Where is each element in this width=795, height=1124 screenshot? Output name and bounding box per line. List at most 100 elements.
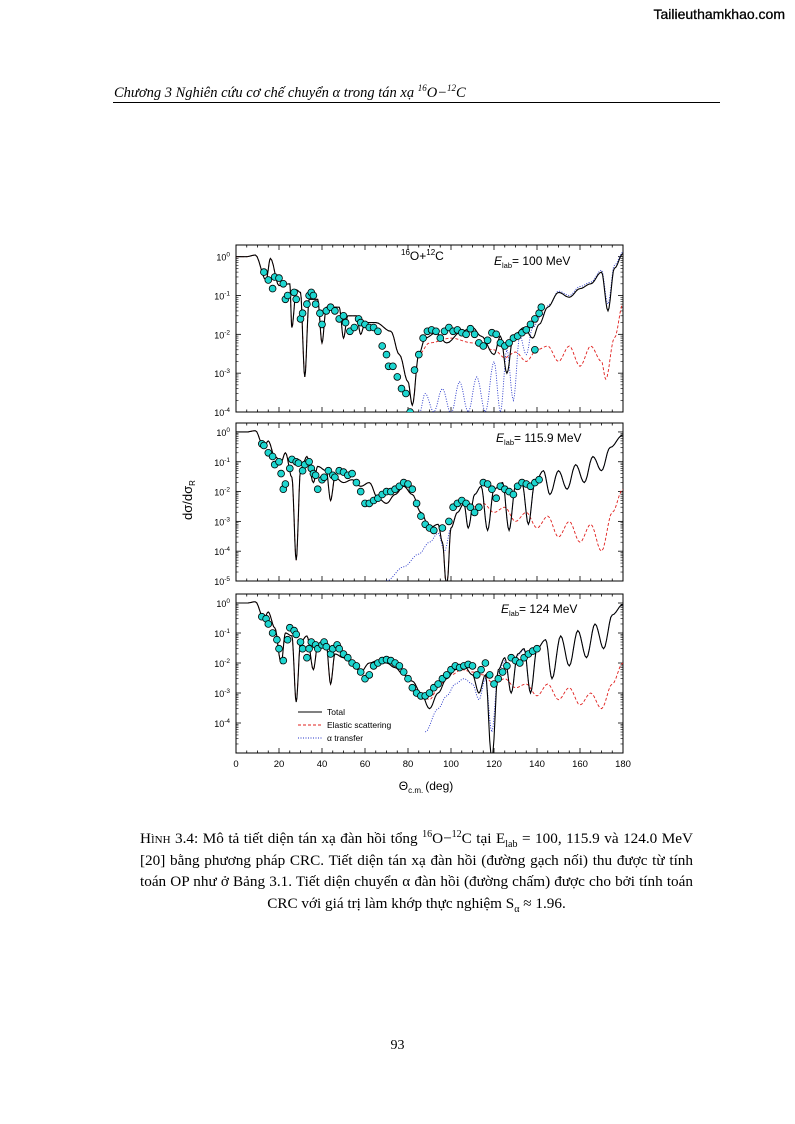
data-point — [498, 668, 507, 676]
y-tick-label: 10-1 — [214, 457, 230, 468]
y-tick-label: 10-1 — [214, 290, 230, 301]
data-point — [303, 653, 311, 662]
data-point — [395, 662, 404, 670]
caption-sub-lab: lab — [505, 839, 518, 851]
x-axis-sub: c.m. — [408, 786, 423, 795]
x-tick-label: 60 — [360, 759, 371, 770]
data-point — [275, 457, 283, 466]
x-tick-label: 140 — [529, 759, 545, 770]
data-point — [492, 494, 501, 503]
data-point — [417, 512, 425, 520]
data-point — [348, 469, 356, 478]
data-point — [389, 362, 397, 371]
data-point — [296, 638, 305, 646]
reaction-label: 16O+12C — [401, 248, 444, 263]
data-point — [483, 336, 492, 345]
data-point — [419, 334, 427, 342]
total-curve — [236, 601, 623, 753]
data-point — [402, 389, 410, 398]
data-point — [273, 635, 281, 644]
data-point — [275, 644, 283, 653]
data-point — [356, 487, 365, 496]
data-point — [275, 274, 283, 282]
data-point — [477, 665, 485, 674]
data-point — [260, 268, 268, 276]
data-point — [324, 466, 333, 475]
data-point — [531, 345, 539, 354]
y-tick-label: 10-3 — [214, 688, 230, 699]
y-tick-label: 10-4 — [214, 546, 230, 557]
running-head-text: Chương 3 Nghiên cứu cơ chế chuyển α tron… — [114, 84, 418, 101]
figure-caption: Hình 3.4: Mô tả tiết diện tán xạ đàn hồi… — [140, 828, 693, 914]
data-point — [412, 499, 421, 508]
data-point — [393, 373, 402, 381]
data-point — [492, 330, 501, 339]
data-point — [505, 339, 513, 347]
data-point — [356, 668, 365, 676]
data-point — [309, 291, 318, 300]
data-point — [535, 475, 543, 484]
data-point — [429, 526, 438, 535]
caption-sub-alpha: α — [514, 903, 520, 915]
x-tick-label: 120 — [486, 759, 502, 770]
caption-label: Hình 3.4: — [140, 830, 199, 847]
data-point — [298, 644, 307, 653]
data-point — [305, 644, 313, 653]
y-tick-label: 10-2 — [214, 487, 230, 498]
data-point — [490, 680, 498, 688]
watermark: Tailieuthamkhao.com — [653, 6, 785, 22]
caption-text-4: = 100, 115.9 và 124.0 MeV [20] bằng phươ… — [140, 830, 693, 912]
data-point — [515, 659, 524, 667]
data-point — [350, 323, 359, 332]
data-point — [434, 680, 442, 688]
total-curve — [236, 430, 623, 581]
data-point — [470, 508, 479, 517]
data-point — [316, 309, 324, 318]
y-tick-label: 100 — [216, 252, 230, 263]
data-point — [320, 473, 328, 482]
page-number: 93 — [390, 1038, 405, 1053]
data-point — [339, 311, 348, 320]
data-point — [483, 480, 492, 488]
data-point — [408, 485, 417, 494]
legend-label-elastic: Elastic scattering — [327, 720, 392, 730]
data-point — [352, 478, 361, 487]
data-point — [279, 279, 288, 288]
panel-series — [236, 430, 623, 581]
x-tick-label: 40 — [317, 759, 328, 770]
data-point — [298, 309, 307, 318]
reaction-nucleus-b: C — [435, 249, 444, 263]
data-point — [260, 441, 268, 450]
legend: Total Elastic scattering α transfer — [298, 707, 392, 743]
energy-label: Elab= 100 MeV — [494, 254, 570, 270]
data-point — [406, 408, 414, 412]
data-point — [331, 473, 339, 482]
y-tick-label: 10-1 — [214, 628, 230, 639]
data-point — [313, 485, 322, 494]
y-tick-label: 10-3 — [214, 368, 230, 379]
data-point — [522, 326, 531, 334]
data-point — [303, 300, 311, 308]
x-axis-title: Θc.m. (deg) — [399, 779, 453, 795]
energy-label: Elab= 115.9 MeV — [496, 431, 582, 447]
alpha-transfer-curve — [418, 251, 623, 412]
data-point — [488, 485, 496, 494]
data-point — [481, 659, 490, 667]
legend-label-transfer: α transfer — [327, 733, 363, 743]
data-point — [331, 307, 339, 315]
data-point — [352, 662, 361, 670]
data-point — [397, 384, 406, 393]
reaction-mass-a: 16 — [401, 248, 410, 257]
plot-panels: 100 10-1 10-2 10-3 10-4 Elab= 100 MeV 100 10-1 1… — [214, 244, 631, 770]
x-tick-label: 100 — [443, 759, 459, 770]
x-tick-label: 80 — [403, 759, 414, 770]
data-point — [283, 635, 292, 644]
data-point — [277, 469, 285, 478]
y-axis-main: dσ/dσ — [180, 486, 195, 520]
plot-frame — [235, 422, 624, 582]
data-point — [268, 629, 277, 637]
data-point — [268, 284, 277, 293]
caption-mass-2: 12 — [451, 828, 462, 840]
y-tick-label: 10-2 — [214, 329, 230, 340]
caption-text-3: C tại E — [461, 830, 506, 847]
